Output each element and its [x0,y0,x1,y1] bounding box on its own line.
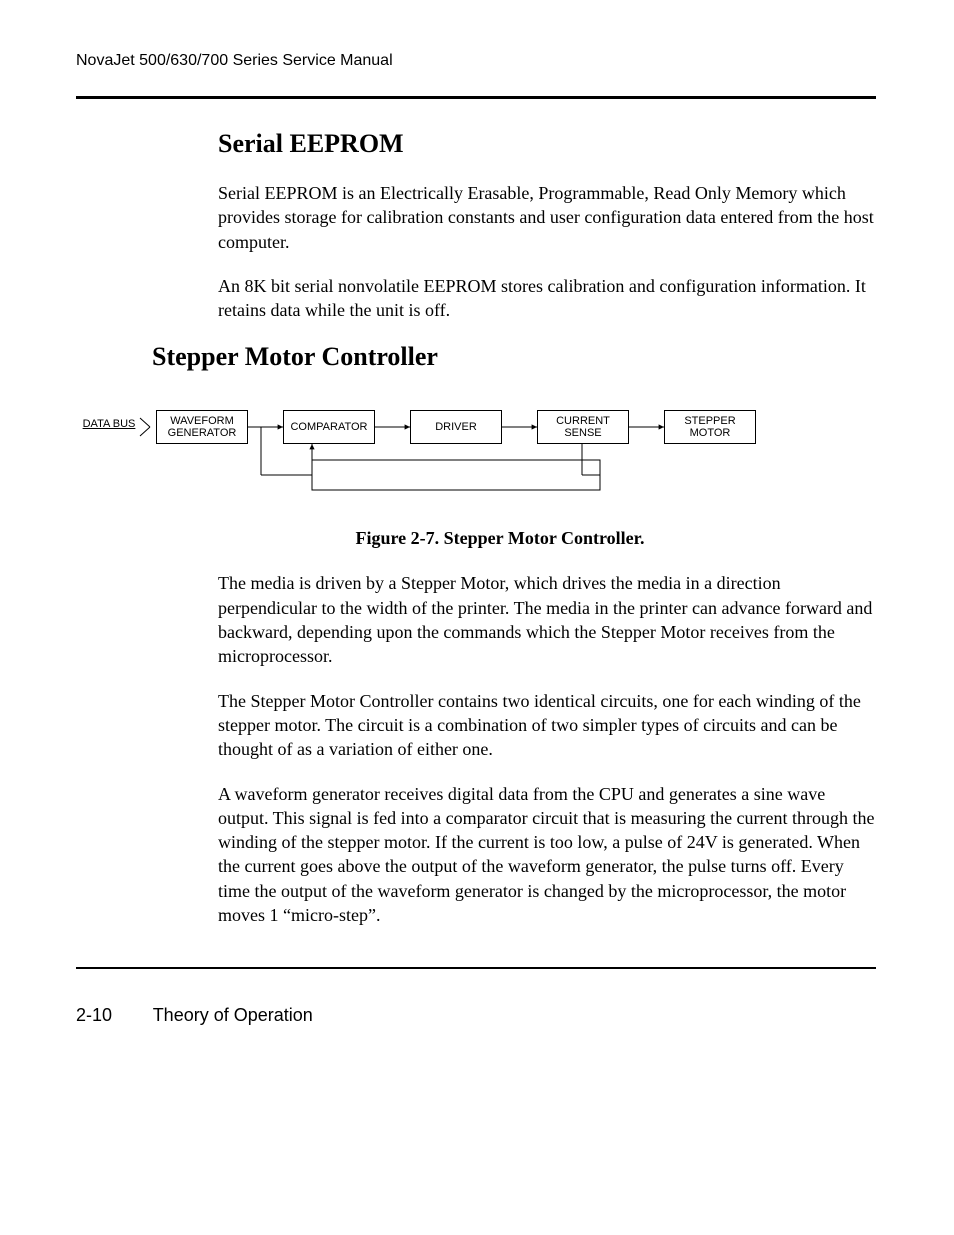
paragraph: Serial EEPROM is an Electrically Erasabl… [218,181,878,254]
paragraph: An 8K bit serial nonvolatile EEPROM stor… [218,274,878,323]
page: NovaJet 500/630/700 Series Service Manua… [0,0,954,1235]
diagram-node-driver: DRIVER [410,410,502,444]
heading-stepper-motor-controller: Stepper Motor Controller [152,342,882,372]
figure-caption: Figure 2-7. Stepper Motor Controller. [70,528,930,549]
diagram-databus-label: DATA BUS [78,418,140,432]
diagram-node-current: CURRENTSENSE [537,410,629,444]
figure-2-7-diagram: DATA BUS WAVEFORMGENERATOR COMPARATOR DRIVE… [70,400,930,518]
diagram-node-comparator: COMPARATOR [283,410,375,444]
running-head: NovaJet 500/630/700 Series Service Manua… [76,52,914,70]
header-rule [76,96,876,99]
footer: 2-10 Theory of Operation [76,1005,914,1026]
paragraph: The media is driven by a Stepper Motor, … [218,571,878,668]
body-column: Serial EEPROM Serial EEPROM is an Electr… [218,129,878,322]
paragraph: The Stepper Motor Controller contains tw… [218,689,878,762]
diagram-node-waveform: WAVEFORMGENERATOR [156,410,248,444]
diagram-node-stepper: STEPPERMOTOR [664,410,756,444]
heading-serial-eeprom: Serial EEPROM [218,129,878,159]
page-number: 2-10 [76,1005,148,1026]
footer-rule [76,967,876,969]
footer-section: Theory of Operation [153,1005,313,1025]
paragraph: A waveform generator receives digital da… [218,782,878,928]
body-column: The media is driven by a Stepper Motor, … [218,571,878,927]
